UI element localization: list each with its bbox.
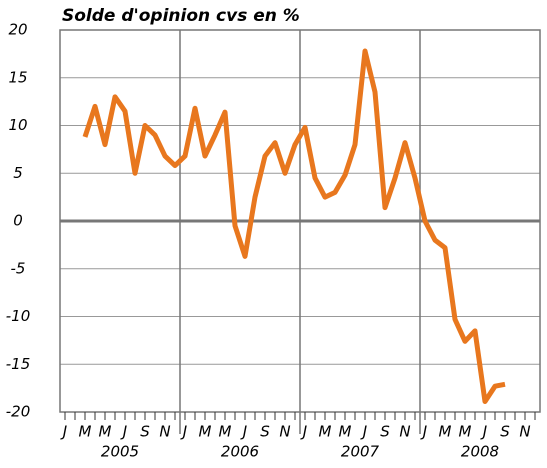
year-label: 2006 bbox=[221, 443, 259, 461]
x-tick-label: M bbox=[219, 423, 232, 441]
y-tick-label: 5 bbox=[13, 164, 23, 182]
x-tick-label: S bbox=[140, 423, 150, 441]
x-tick-label: N bbox=[159, 423, 170, 441]
x-tick-label: M bbox=[79, 423, 92, 441]
y-tick-label: 20 bbox=[8, 21, 27, 39]
x-tick-label: S bbox=[500, 423, 510, 441]
x-tick-label: N bbox=[399, 423, 410, 441]
year-label: 2007 bbox=[341, 443, 380, 461]
x-tick-label: M bbox=[459, 423, 472, 441]
y-tick-label: 15 bbox=[8, 68, 27, 86]
x-tick-label: J bbox=[360, 423, 367, 441]
x-tick-label: J bbox=[180, 423, 187, 441]
x-tick-label: J bbox=[300, 423, 307, 441]
y-tick-label: 0 bbox=[13, 212, 23, 230]
x-tick-label: J bbox=[420, 423, 427, 441]
x-tick-label: M bbox=[99, 423, 112, 441]
y-tick-label: -10 bbox=[6, 307, 31, 325]
series-line bbox=[82, 48, 506, 404]
x-tick-label: M bbox=[199, 423, 212, 441]
y-tick-label: -20 bbox=[6, 403, 31, 421]
x-tick-label: M bbox=[319, 423, 332, 441]
x-tick-label: J bbox=[120, 423, 127, 441]
x-tick-label: M bbox=[339, 423, 352, 441]
x-tick-label: J bbox=[240, 423, 247, 441]
x-tick-label: J bbox=[60, 423, 67, 441]
year-label: 2008 bbox=[461, 443, 499, 461]
x-tick-label: N bbox=[279, 423, 290, 441]
x-tick-label: S bbox=[380, 423, 390, 441]
year-label: 2005 bbox=[101, 443, 139, 461]
chart-title: Solde d'opinion cvs en % bbox=[62, 6, 300, 26]
y-tick-label: -5 bbox=[11, 259, 26, 277]
y-tick-label: 10 bbox=[8, 116, 27, 134]
x-tick-label: N bbox=[519, 423, 530, 441]
y-tick-label: -15 bbox=[6, 355, 31, 373]
x-tick-label: M bbox=[439, 423, 452, 441]
x-tick-label: J bbox=[480, 423, 487, 441]
x-tick-label: S bbox=[260, 423, 270, 441]
